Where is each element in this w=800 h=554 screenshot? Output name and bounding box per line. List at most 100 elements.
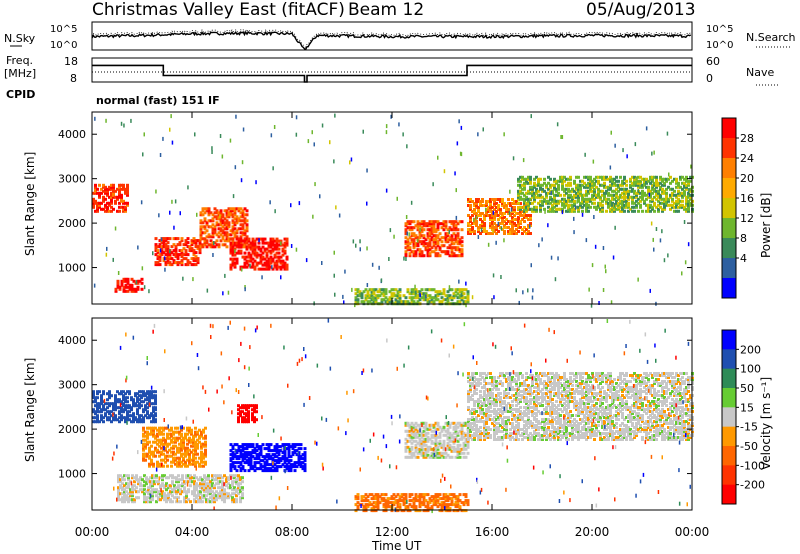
echo-cell bbox=[287, 459, 291, 463]
echo-cell bbox=[432, 433, 436, 437]
echo-cell bbox=[150, 420, 153, 424]
echo-cell bbox=[157, 498, 160, 502]
echo-cell bbox=[157, 492, 160, 496]
echo-cell bbox=[122, 201, 125, 205]
echo-cell bbox=[146, 434, 149, 438]
echo-cell bbox=[237, 447, 241, 451]
echo-cell bbox=[269, 443, 273, 447]
echo-cell bbox=[233, 474, 236, 478]
echo-cell bbox=[420, 228, 424, 232]
echo-cell bbox=[118, 410, 121, 414]
echo-cell bbox=[121, 482, 124, 486]
echo-cell bbox=[410, 499, 414, 503]
echo-cell bbox=[158, 462, 161, 466]
echo-cell bbox=[589, 183, 592, 187]
echo-cell bbox=[687, 209, 690, 213]
echo-cell bbox=[675, 205, 678, 209]
echo-cell bbox=[581, 193, 584, 197]
echo-cell bbox=[386, 499, 390, 503]
echo-cell bbox=[430, 447, 434, 451]
echo-cell bbox=[665, 195, 668, 199]
echo-cell bbox=[380, 288, 384, 292]
echo-cell bbox=[164, 460, 167, 464]
echo-cell bbox=[406, 248, 410, 252]
echo-cell bbox=[219, 239, 223, 243]
echo-cell bbox=[275, 243, 279, 247]
echo-cell bbox=[165, 500, 168, 504]
echo-cell bbox=[523, 212, 526, 215]
echo-cell bbox=[430, 495, 434, 499]
echo-cell bbox=[180, 237, 184, 241]
echo-cell bbox=[200, 464, 203, 468]
echo-cell bbox=[543, 181, 546, 185]
echo-cell bbox=[163, 492, 166, 496]
echo-cell bbox=[426, 447, 430, 451]
echo-cell bbox=[603, 181, 606, 185]
echo-cell bbox=[444, 433, 448, 437]
echo-cell bbox=[150, 432, 153, 436]
echo-cell bbox=[205, 245, 209, 249]
echo-cell bbox=[677, 181, 680, 185]
echo-cell bbox=[615, 201, 618, 205]
echo-cell bbox=[291, 443, 295, 447]
echo-cell bbox=[410, 228, 414, 232]
echo-cell bbox=[521, 210, 524, 213]
echo-cell bbox=[471, 228, 474, 231]
echo-cell bbox=[663, 203, 666, 207]
echo-cell bbox=[102, 185, 105, 189]
echo-cell bbox=[142, 448, 145, 452]
echo-cell bbox=[273, 125, 276, 129]
echo-cell bbox=[94, 185, 97, 189]
echo-cell bbox=[378, 290, 382, 294]
echo-cell bbox=[422, 441, 426, 445]
echo-cell bbox=[366, 283, 369, 287]
echo-cell bbox=[485, 230, 488, 233]
echo-cell bbox=[430, 228, 434, 232]
echo-cell bbox=[253, 259, 257, 263]
echo-cell bbox=[171, 494, 174, 498]
echo-cell bbox=[499, 210, 502, 213]
echo-cell bbox=[436, 292, 440, 296]
echo-cell bbox=[116, 187, 119, 191]
echo-cell bbox=[422, 222, 426, 226]
echo-cell bbox=[301, 467, 305, 471]
echo-cell bbox=[410, 445, 414, 449]
echo-cell bbox=[612, 255, 615, 260]
echo-cell bbox=[677, 199, 680, 203]
echo-cell bbox=[213, 484, 216, 488]
echo-cell bbox=[168, 428, 171, 432]
echo-cell bbox=[550, 255, 553, 260]
echo-cell bbox=[689, 197, 692, 201]
echo-cell bbox=[495, 206, 498, 209]
echo-cell bbox=[505, 210, 508, 213]
echo-cell bbox=[287, 443, 291, 447]
echo-cell bbox=[231, 492, 234, 496]
echo-cell bbox=[430, 224, 434, 228]
echo-cell bbox=[146, 396, 149, 400]
echo-cell bbox=[120, 281, 124, 285]
echo-cell bbox=[469, 436, 472, 439]
echo-cell bbox=[257, 253, 261, 257]
echo-cell bbox=[180, 464, 183, 468]
echo-cell bbox=[436, 447, 440, 451]
echo-cell bbox=[519, 183, 522, 187]
echo-cell bbox=[675, 179, 678, 183]
echo-cell bbox=[187, 488, 190, 492]
echo-cell bbox=[267, 249, 271, 253]
echo-cell bbox=[127, 500, 130, 504]
echo-cell bbox=[185, 496, 188, 500]
echo-cell bbox=[229, 247, 233, 251]
echo-cell bbox=[110, 197, 113, 201]
echo-cell bbox=[235, 219, 239, 223]
echo-cell bbox=[493, 222, 496, 225]
echo-cell bbox=[204, 448, 207, 452]
echo-cell bbox=[577, 191, 580, 195]
echo-cell bbox=[164, 253, 168, 257]
echo-cell bbox=[631, 197, 634, 201]
echo-cell bbox=[400, 509, 404, 513]
echo-cell bbox=[593, 191, 596, 195]
echo-cell bbox=[406, 231, 408, 236]
echo-cell bbox=[521, 228, 524, 231]
echo-cell bbox=[168, 432, 171, 436]
echo-cell bbox=[120, 121, 123, 126]
